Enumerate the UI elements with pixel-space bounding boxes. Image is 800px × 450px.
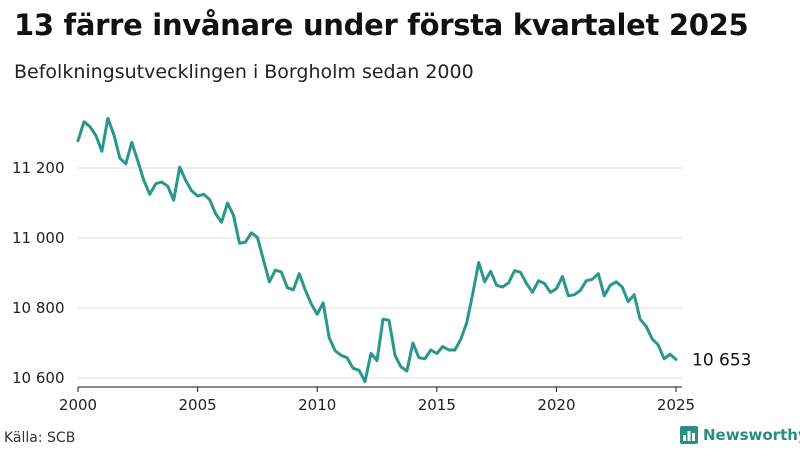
series-line [76,116,678,383]
bar-chart-logo-icon [680,426,698,444]
x-tick-label: 2000 [59,396,97,414]
chart-subtitle: Befolkningsutvecklingen i Borgholm sedan… [14,61,474,83]
brand-name: Newsworthy [703,426,800,444]
end-value-label: 10 653 [692,350,751,370]
x-tick-label: 2020 [537,396,575,414]
x-tick-label: 2005 [179,396,217,414]
source-note: Källa: SCB [4,430,76,446]
chart-title: 13 färre invånare under första kvartalet… [14,8,749,42]
x-tick-label: 2015 [418,396,456,414]
x-tick-label: 2025 [657,396,695,414]
y-tick-label: 11 200 [12,159,65,177]
y-tick-label: 11 000 [12,229,65,247]
y-tick-label: 10 600 [12,369,65,387]
x-tick-label: 2010 [298,396,336,414]
y-tick-label: 10 800 [12,299,65,317]
brand-logo: Newsworthy [680,426,800,444]
